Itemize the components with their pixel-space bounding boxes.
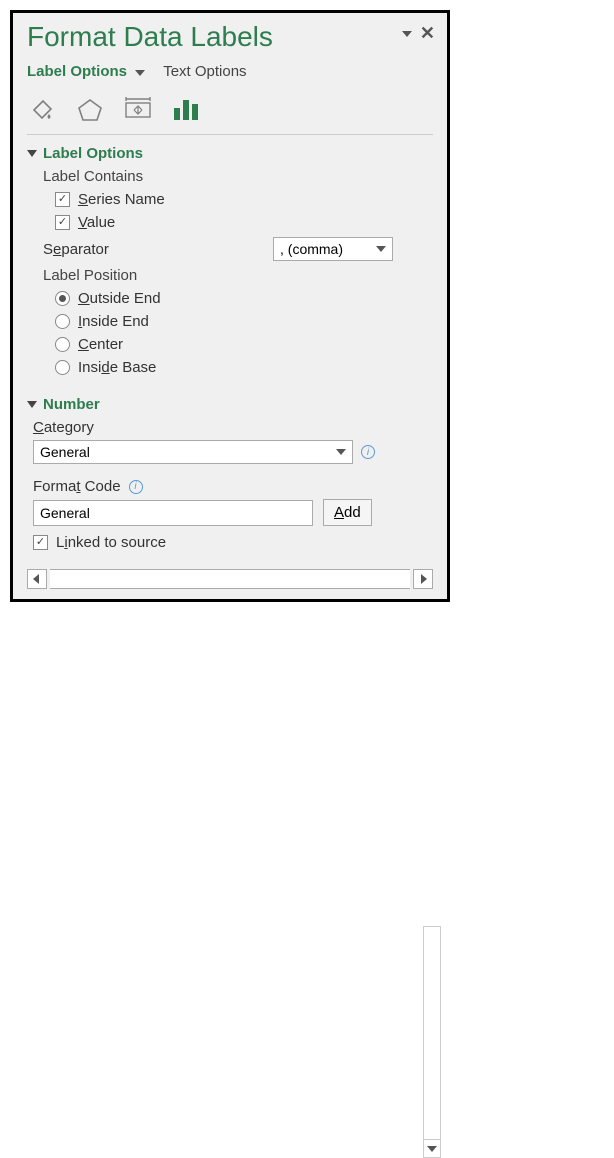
- inside-end-radio[interactable]: [55, 314, 70, 329]
- task-pane-options-icon[interactable]: [402, 31, 412, 37]
- center-label: Center: [78, 336, 123, 353]
- scroll-left-button[interactable]: [27, 569, 47, 589]
- outside-end-radio-row[interactable]: Outside End: [55, 290, 433, 307]
- center-radio-row[interactable]: Center: [55, 336, 433, 353]
- outside-end-radio[interactable]: [55, 291, 70, 306]
- info-icon[interactable]: i: [361, 445, 375, 459]
- separator-dropdown[interactable]: , (comma): [273, 237, 393, 261]
- tab-text-options[interactable]: Text Options: [163, 63, 246, 80]
- collapse-arrow-icon: [27, 150, 37, 157]
- value-label: Value: [78, 214, 115, 231]
- close-icon[interactable]: ✕: [420, 23, 435, 44]
- effects-icon[interactable]: [75, 94, 105, 124]
- tab-row: Label Options Text Options: [27, 59, 433, 88]
- add-button[interactable]: Add: [323, 499, 372, 526]
- collapse-arrow-icon: [27, 401, 37, 408]
- chevron-down-icon: [427, 1146, 437, 1152]
- vertical-scrollbar[interactable]: [423, 926, 441, 1158]
- chevron-down-icon: [135, 70, 145, 76]
- chevron-down-icon: [376, 246, 386, 252]
- inside-end-label: Inside End: [78, 313, 149, 330]
- format-data-labels-pane: ✕ Format Data Labels Label Options Text …: [10, 10, 450, 602]
- inside-base-radio-row[interactable]: Inside Base: [55, 359, 433, 376]
- linked-to-source-label: Linked to source: [56, 534, 166, 551]
- chevron-down-icon: [336, 449, 346, 455]
- series-name-label: Series Name: [78, 191, 165, 208]
- horizontal-scrollbar[interactable]: [27, 569, 433, 589]
- info-icon[interactable]: i: [129, 480, 143, 494]
- number-section: Number Category General i Format Code i …: [13, 386, 447, 561]
- label-position-label: Label Position: [43, 267, 433, 284]
- fill-line-icon[interactable]: [27, 94, 57, 124]
- value-checkbox-row[interactable]: Value: [55, 214, 433, 231]
- scroll-down-button[interactable]: [424, 1139, 440, 1157]
- center-radio[interactable]: [55, 337, 70, 352]
- chart-options-icon[interactable]: [171, 94, 201, 124]
- outside-end-label: Outside End: [78, 290, 161, 307]
- pane-title: Format Data Labels: [27, 21, 433, 53]
- label-options-section: Label Options Label Contains Series Name…: [13, 135, 447, 386]
- format-code-label: Format Code: [33, 478, 121, 495]
- series-name-checkbox[interactable]: [55, 192, 70, 207]
- tab-label-options[interactable]: Label Options: [27, 63, 145, 80]
- category-dropdown[interactable]: General: [33, 440, 353, 464]
- linked-to-source-checkbox[interactable]: [33, 535, 48, 550]
- category-label: Category: [33, 419, 94, 436]
- series-name-checkbox-row[interactable]: Series Name: [55, 191, 433, 208]
- scroll-right-button[interactable]: [413, 569, 433, 589]
- label-options-header[interactable]: Label Options: [27, 145, 433, 162]
- separator-label: Separator: [43, 241, 109, 258]
- inside-end-radio-row[interactable]: Inside End: [55, 313, 433, 330]
- value-checkbox[interactable]: [55, 215, 70, 230]
- number-header[interactable]: Number: [27, 396, 433, 413]
- inside-base-radio[interactable]: [55, 360, 70, 375]
- format-code-input[interactable]: [33, 500, 313, 526]
- size-properties-icon[interactable]: [123, 94, 153, 124]
- category-icon-row: [27, 88, 433, 134]
- label-contains-label: Label Contains: [43, 168, 433, 185]
- inside-base-label: Inside Base: [78, 359, 156, 376]
- linked-to-source-row[interactable]: Linked to source: [33, 534, 433, 551]
- scroll-track[interactable]: [50, 569, 410, 589]
